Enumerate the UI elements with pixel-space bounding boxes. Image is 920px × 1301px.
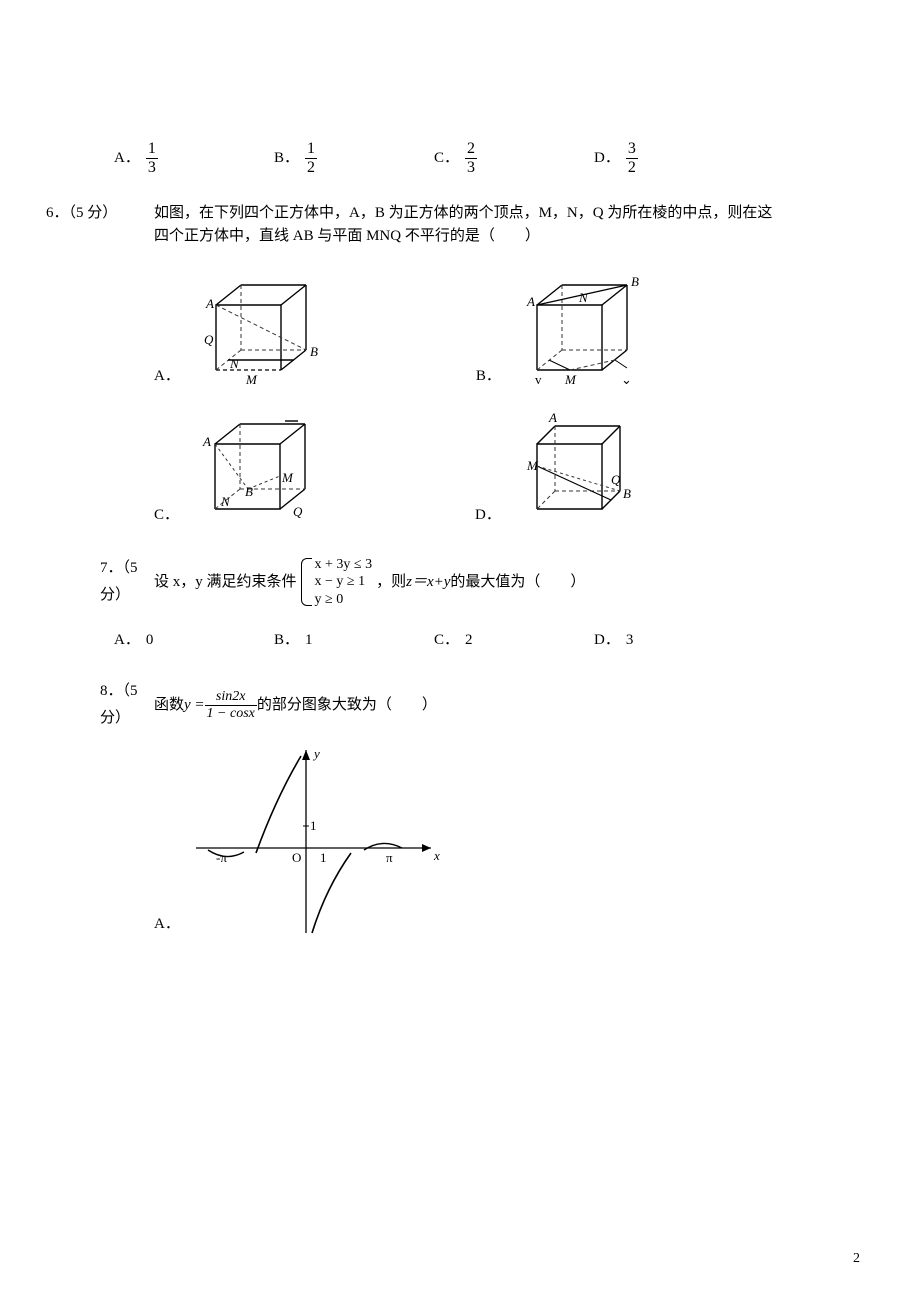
q6-optA-label: A．	[154, 363, 180, 390]
option-B-value: 1 2	[305, 140, 317, 176]
q6-row2: C． A B M N Q	[100, 404, 820, 529]
option-A: A． 1 3	[114, 140, 274, 176]
svg-text:Q: Q	[611, 472, 621, 487]
q6-figB: B． A B N M v	[476, 260, 667, 390]
label-A: A	[526, 294, 535, 309]
q8-den: 1 − cosx	[205, 705, 257, 721]
svg-text:1: 1	[310, 818, 317, 833]
q6-figA: A． A B	[154, 260, 336, 390]
axis-y: y	[312, 746, 320, 761]
q8-lhs: y =	[184, 692, 205, 719]
option-C-label: C．	[434, 145, 459, 172]
svg-text:⌄: ⌄	[621, 372, 632, 387]
q6-figD: D． A M Q B	[475, 404, 657, 529]
q6-optB-label: B．	[476, 363, 501, 390]
q7-B-val: 1	[305, 627, 313, 654]
cube-A-icon: A B Q N M	[186, 260, 336, 390]
q6-optC-label: C．	[154, 502, 179, 529]
q8-num: sin2x	[214, 689, 248, 704]
option-D: D． 3 2	[594, 140, 754, 176]
q8-figA: A． y x O 1 1 -π π	[100, 738, 820, 938]
q7-D-val: 3	[626, 627, 634, 654]
option-B-label: B．	[274, 145, 299, 172]
q8-pre: 函数	[154, 692, 184, 719]
axis-pi: π	[386, 850, 393, 865]
q8-optA-label: A．	[154, 911, 180, 938]
axis-O: O	[292, 850, 301, 865]
svg-text:A: A	[548, 410, 557, 425]
q7-number: 7．（5 分）	[100, 555, 154, 609]
q7-option-D: D． 3	[594, 627, 754, 654]
q6-optD-label: D．	[475, 502, 501, 529]
q6-text-1: 如图，在下列四个正方体中，A，B 为正方体的两个顶点，M，N，Q 为所在棱的中点…	[154, 205, 772, 221]
svg-text:A: A	[202, 434, 211, 449]
q7-C-val: 2	[465, 627, 473, 654]
q7-option-C: C． 2	[434, 627, 594, 654]
q7-A-val: 0	[146, 627, 154, 654]
cube-C-icon: A B M N Q	[185, 404, 335, 529]
q8-fraction: sin2x 1 − cosx	[205, 689, 257, 721]
svg-text:M: M	[526, 458, 539, 473]
q5-options: A． 1 3 B． 1 2 C． 2 3 D． 3 2	[114, 140, 820, 176]
label-B: B	[631, 274, 639, 289]
q7-func: z＝x+y	[406, 569, 450, 596]
svg-text:N: N	[220, 494, 231, 509]
axis-1: 1	[320, 850, 327, 865]
q6-number: 6．（5 分）	[100, 200, 154, 227]
q7-pre: 设 x，y 满足约束条件	[154, 569, 297, 596]
svg-text:M: M	[281, 470, 294, 485]
q8-stem: 8．（5 分） 函数 y = sin2x 1 − cosx 的部分图象大致为（ …	[100, 678, 820, 732]
sine-graph-icon: y x O 1 1 -π π	[186, 738, 446, 938]
svg-text:Q: Q	[293, 504, 303, 519]
label-N: N	[578, 290, 589, 305]
label-A: A	[205, 296, 214, 311]
cube-B-icon: A B N M v ⌄	[507, 260, 667, 390]
q6-figC: C． A B M N Q	[154, 404, 335, 529]
constraint-1: x + 3y ≤ 3	[315, 556, 373, 574]
svg-text:v: v	[535, 372, 542, 387]
constraint-2: x − y ≥ 1	[315, 573, 373, 591]
option-C: C． 2 3	[434, 140, 594, 176]
constraint-3: y ≥ 0	[315, 591, 373, 609]
svg-text:B: B	[245, 484, 253, 499]
q7-options: A． 0 B． 1 C． 2 D． 3	[114, 627, 820, 654]
page-content: A． 1 3 B． 1 2 C． 2 3 D． 3 2	[0, 0, 920, 978]
cube-D-icon: A M Q B	[507, 404, 657, 529]
label-Q: Q	[204, 332, 214, 347]
option-C-value: 2 3	[465, 140, 477, 176]
label-M: M	[245, 372, 258, 387]
q7-post-c: 的最大值为（ ）	[450, 569, 585, 596]
label-M: M	[564, 372, 577, 387]
q7-option-B: B． 1	[274, 627, 434, 654]
q7-stem: 7．（5 分） 设 x，y 满足约束条件 x + 3y ≤ 3 x − y ≥ …	[100, 555, 820, 609]
axis-x: x	[433, 848, 440, 863]
q8-post: 的部分图象大致为（ ）	[257, 692, 437, 719]
option-B: B． 1 2	[274, 140, 434, 176]
axis-negpi: -π	[216, 850, 227, 865]
option-A-value: 1 3	[146, 140, 158, 176]
q7-post-a: ，则	[376, 569, 406, 596]
option-D-value: 3 2	[626, 140, 638, 176]
option-D-label: D．	[594, 145, 620, 172]
option-A-label: A．	[114, 145, 140, 172]
q6-row1: A． A B	[100, 260, 820, 390]
q7-option-A: A． 0	[114, 627, 274, 654]
q7-constraints: x + 3y ≤ 3 x − y ≥ 1 y ≥ 0	[301, 556, 373, 609]
label-N: N	[229, 356, 240, 371]
page-number: 2	[853, 1246, 860, 1271]
q6-text-2: 四个正方体中，直线 AB 与平面 MNQ 不平行的是（ ）	[100, 223, 820, 250]
label-B: B	[310, 344, 318, 359]
svg-text:B: B	[623, 486, 631, 501]
q8-number: 8．（5 分）	[100, 678, 154, 732]
